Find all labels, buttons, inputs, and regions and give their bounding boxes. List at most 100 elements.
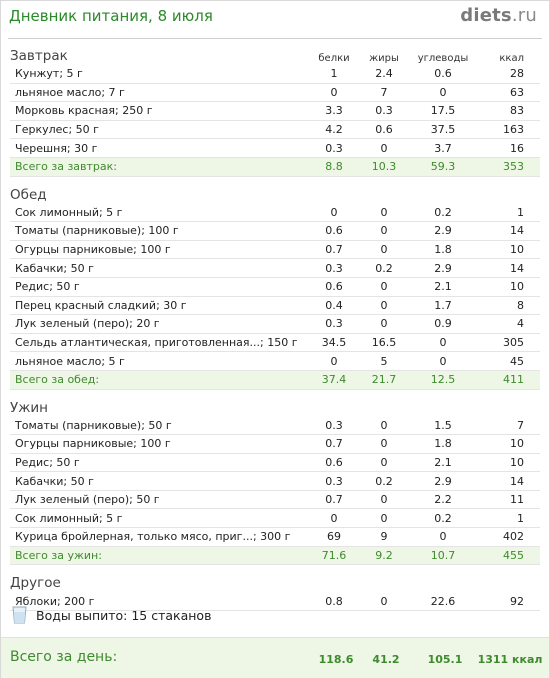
food-kcal: 8 [478,296,540,316]
header-divider [8,38,542,39]
food-row[interactable]: Перец красный сладкий; 30 г 0.4 0 1.7 8 [10,296,540,316]
food-protein: 69 [308,527,360,547]
food-carbs: 1.8 [408,434,478,454]
day-total-label: Всего за день: [10,649,118,665]
food-kcal: 14 [478,258,540,278]
food-protein: 0.7 [308,240,360,260]
food-fat: 0.6 [360,120,408,140]
food-row[interactable]: Сельдь атлантическая, приготовленная...;… [10,333,540,353]
column-header-carbs [408,396,478,417]
column-header-fat: жиры [369,53,399,64]
food-kcal: 10 [478,453,540,473]
food-row[interactable]: Кабачки; 50 г 0.3 0.2 2.9 14 [10,471,540,491]
food-row[interactable]: льняное масло; 5 г 0 5 0 45 [10,351,540,371]
food-fat: 7 [360,83,408,103]
food-carbs: 2.9 [408,471,478,491]
food-kcal: 83 [478,101,540,121]
logo-domain-text: .ru [511,5,537,26]
food-row[interactable]: Морковь красная; 250 г 3.3 0.3 17.5 83 [10,101,540,121]
food-carbs: 2.1 [408,277,478,297]
food-protein: 34.5 [308,333,360,353]
food-row[interactable]: Яблоки; 200 г 0.8 0 22.6 92 [10,592,540,611]
food-kcal: 45 [478,351,540,371]
food-protein: 0.6 [308,453,360,473]
food-name: Сельдь атлантическая, приготовленная...;… [10,333,308,353]
diets-logo[interactable]: diets.ru [460,5,537,26]
food-row[interactable]: Редис; 50 г 0.6 0 2.1 10 [10,277,540,297]
food-carbs: 1.5 [408,416,478,436]
food-row[interactable]: Сок лимонный; 5 г 0 0 0.2 1 [10,203,540,223]
food-name: Лук зеленый (перо); 50 г [10,490,308,510]
food-protein: 0.6 [308,277,360,297]
meal-header-row: Завтрак белки жиры углеводы ккал [10,44,540,65]
column-header-kcal [478,396,540,417]
food-fat: 0 [360,138,408,158]
food-row[interactable]: Курица бройлерная, только мясо, приг...;… [10,527,540,547]
food-carbs: 3.7 [408,138,478,158]
column-header-carbs: углеводы [417,53,469,64]
food-row[interactable]: Кунжут; 5 г 1 2.4 0.6 28 [10,65,540,84]
food-row[interactable]: Лук зеленый (перо); 50 г 0.7 0 2.2 11 [10,490,540,510]
food-carbs: 22.6 [408,592,478,611]
day-total-bar: Всего за день: 118.6 41.2 105.1 1311 кка… [1,637,549,678]
food-kcal: 63 [478,83,540,103]
food-carbs: 2.9 [408,258,478,278]
food-name: Огурцы парниковые; 100 г [10,240,308,260]
water-intake-text: Воды выпито: 15 стаканов [36,607,212,623]
meal-total-carbs: 59.3 [408,157,478,177]
food-kcal: 7 [478,416,540,436]
food-name: Курица бройлерная, только мясо, приг...;… [10,527,308,547]
logo-main-text: diets [460,5,512,26]
food-kcal: 4 [478,314,540,334]
food-protein: 1 [308,65,360,84]
food-fat: 0.2 [360,258,408,278]
food-fat: 0 [360,434,408,454]
food-row[interactable]: Редис; 50 г 0.6 0 2.1 10 [10,453,540,473]
meal-title: Обед [10,186,47,203]
food-name: Перец красный сладкий; 30 г [10,296,308,316]
food-row[interactable]: Лук зеленый (перо); 20 г 0.3 0 0.9 4 [10,314,540,334]
food-protein: 0.4 [308,296,360,316]
food-fat: 0 [360,314,408,334]
food-row[interactable]: Томаты (парниковые); 50 г 0.3 0 1.5 7 [10,416,540,436]
food-row[interactable]: Сок лимонный; 5 г 0 0 0.2 1 [10,508,540,529]
column-header-kcal: ккал [499,53,524,64]
food-name: льняное масло; 5 г [10,351,308,371]
food-protein: 0.7 [308,434,360,454]
food-fat: 0 [360,416,408,436]
food-fat: 9 [360,527,408,547]
food-row[interactable]: Огурцы парниковые; 100 г 0.7 0 1.8 10 [10,434,540,454]
meal-total-carbs: 12.5 [408,370,478,390]
food-row[interactable]: Геркулес; 50 г 4.2 0.6 37.5 163 [10,120,540,140]
column-header-protein [308,396,360,417]
meal-header-row: Ужин [10,396,540,417]
food-name: льняное масло; 7 г [10,83,308,103]
food-name: Кабачки; 50 г [10,258,308,278]
food-row[interactable]: Черешня; 30 г 0.3 0 3.7 16 [10,138,540,158]
food-kcal: 10 [478,240,540,260]
meal-title: Другое [10,575,61,592]
column-header-protein [308,183,360,204]
meal-total-kcal: 455 [478,546,540,566]
food-name: Редис; 50 г [10,277,308,297]
meal-total-row: Всего за обед: 37.4 21.7 12.5 411 [10,370,540,390]
food-kcal: 163 [478,120,540,140]
food-protein: 0.7 [308,490,360,510]
food-row[interactable]: Кабачки; 50 г 0.3 0.2 2.9 14 [10,258,540,278]
food-row[interactable]: Огурцы парниковые; 100 г 0.7 0 1.8 10 [10,240,540,260]
food-name: Сок лимонный; 5 г [10,203,308,223]
food-carbs: 0.2 [408,508,478,529]
food-fat: 0 [360,453,408,473]
food-row[interactable]: льняное масло; 7 г 0 7 0 63 [10,83,540,103]
meal-header-row: Обед [10,183,540,204]
food-protein: 0.3 [308,138,360,158]
page-header: Дневник питания, 8 июля diets.ru [0,0,550,40]
meal-total-label: Всего за обед: [10,370,308,390]
column-header-kcal [478,183,540,204]
food-fat: 0 [360,240,408,260]
food-fat: 0.2 [360,471,408,491]
meal-total-kcal: 353 [478,157,540,177]
food-row[interactable]: Томаты (парниковые); 100 г 0.6 0 2.9 14 [10,221,540,241]
food-name: Сок лимонный; 5 г [10,508,308,529]
